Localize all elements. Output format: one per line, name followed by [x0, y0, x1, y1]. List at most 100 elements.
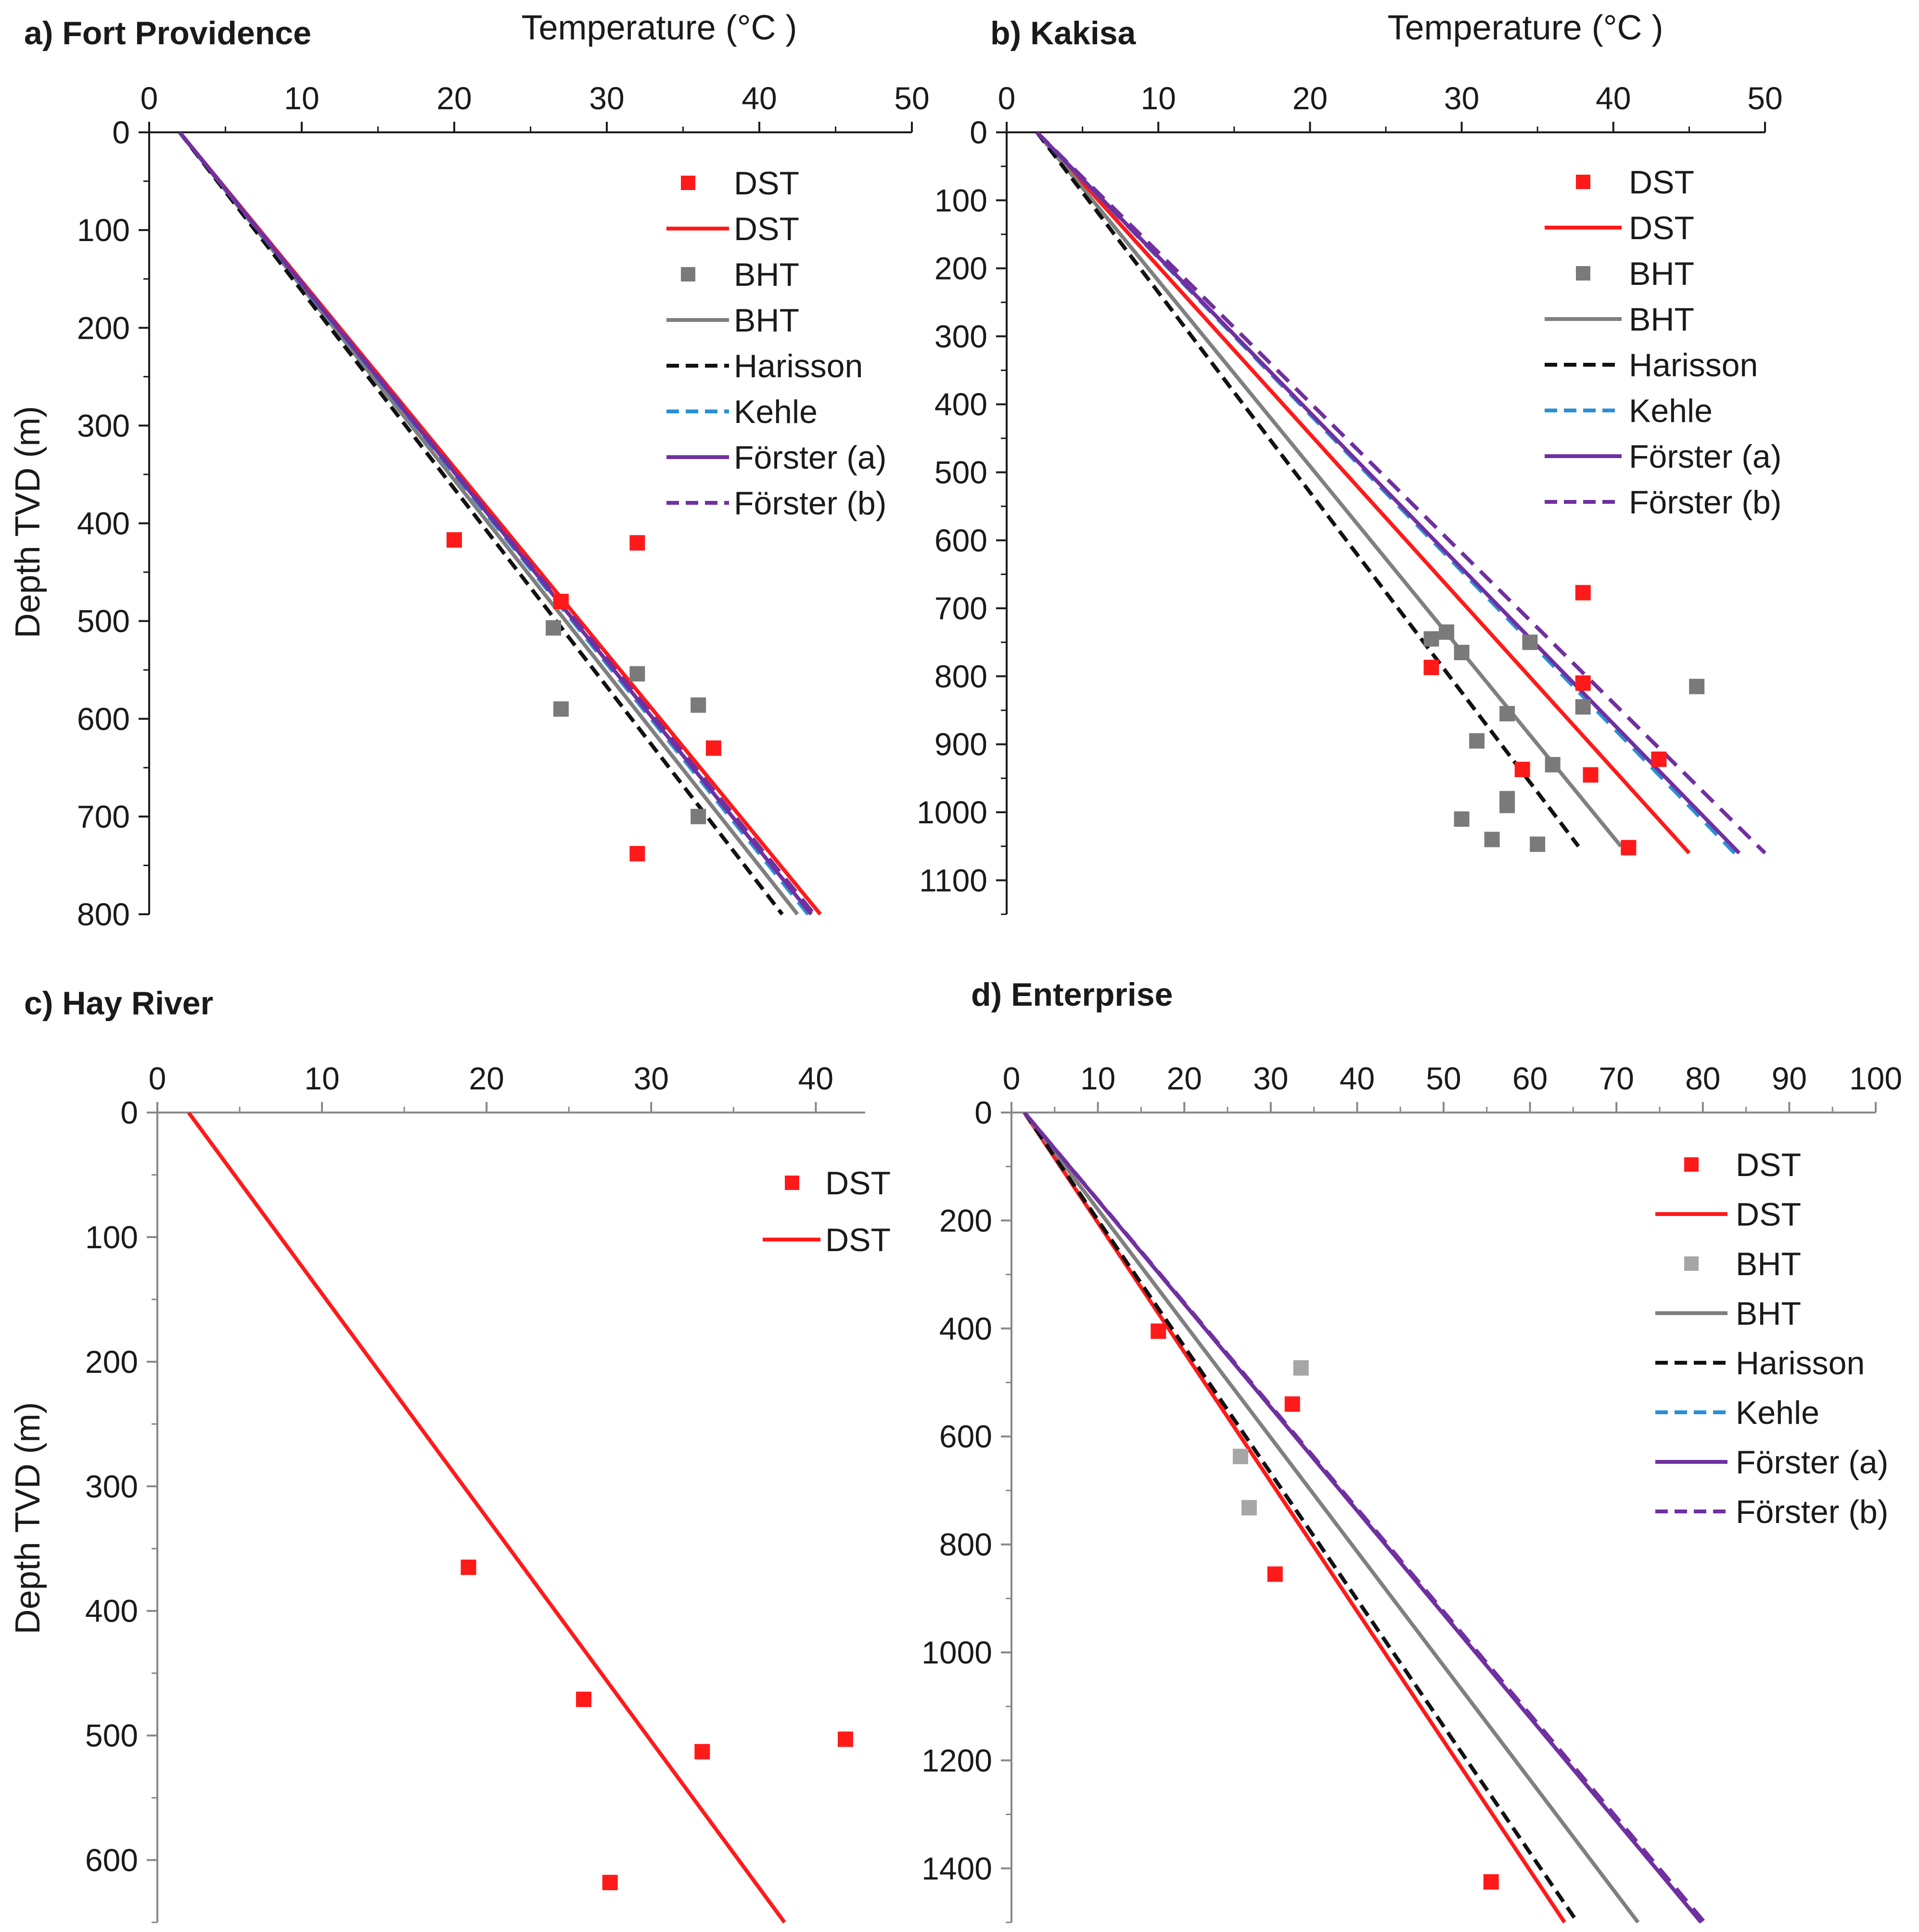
x-tick-label: 70: [1599, 1061, 1634, 1096]
x-tick-label: 20: [1292, 80, 1328, 116]
data-point: [694, 1744, 710, 1760]
x-tick-label: 40: [798, 1061, 833, 1096]
x-tick-label: 10: [284, 80, 319, 116]
data-point: [705, 740, 721, 756]
data-point: [1651, 751, 1667, 767]
legend-label: Kehle: [734, 394, 818, 430]
y-tick-label: 400: [77, 506, 130, 541]
x-tick-label: 20: [469, 1061, 504, 1096]
legend-label: BHT: [1629, 256, 1694, 292]
data-point: [576, 1691, 592, 1707]
data-point: [1575, 585, 1591, 601]
legend-label: DST: [1736, 1147, 1801, 1183]
legend-label: DST: [734, 211, 799, 247]
legend: DST DST: [763, 1165, 891, 1258]
data-point: [1583, 767, 1599, 783]
plot-area: [187, 1113, 853, 1924]
plot-area: [1035, 132, 1766, 856]
y-axis-title: Depth TVD (m): [9, 406, 47, 639]
series-line-dst: [1036, 132, 1691, 855]
x-tick-label: 20: [1166, 1061, 1202, 1096]
data-point: [1621, 840, 1637, 856]
series-line-harisson: [1023, 1113, 1579, 1924]
data-point: [691, 808, 706, 824]
x-axis-title: Temperature (°C ): [522, 9, 797, 47]
axes: 0 10 20 30 40 50 60 70 80 90 100020040060080010001…: [921, 1061, 1902, 1923]
y-tick-label: 400: [934, 386, 987, 422]
series-line-harisson: [178, 132, 784, 916]
legend-label: BHT: [1629, 301, 1694, 338]
y-tick-label: 100: [934, 182, 987, 218]
x-tick-label: 0: [141, 80, 158, 116]
data-point: [1545, 757, 1561, 773]
x-tick-label: 30: [1253, 1061, 1288, 1096]
y-tick-label: 200: [77, 310, 130, 345]
x-tick-label: 0: [149, 1061, 166, 1096]
data-point: [1514, 762, 1530, 778]
y-axis-title: Depth TVD (m): [9, 1402, 47, 1635]
legend-label: Förster (a): [1736, 1444, 1888, 1481]
data-point: [1423, 631, 1439, 647]
legend-label: DST: [1629, 210, 1694, 246]
data-point: [1267, 1566, 1283, 1582]
data-point: [629, 535, 645, 551]
y-tick-label: 0: [970, 115, 987, 150]
y-tick-label: 200: [85, 1344, 138, 1380]
x-tick-label: 10: [1080, 1061, 1115, 1096]
y-tick-label: 300: [77, 408, 130, 443]
y-tick-label: 700: [77, 799, 130, 834]
y-tick-label: 1000: [917, 794, 987, 830]
legend-label: BHT: [734, 302, 799, 339]
data-point: [1241, 1500, 1257, 1516]
x-tick-label: 10: [304, 1061, 339, 1096]
x-tick-label: 20: [436, 80, 472, 116]
legend-label: Kehle: [1629, 393, 1713, 429]
plot-area: [1023, 1113, 1706, 1924]
legend-label: DST: [825, 1222, 891, 1258]
x-tick-label: 40: [742, 80, 777, 116]
data-point: [1522, 634, 1538, 650]
x-tick-label: 60: [1512, 1061, 1548, 1096]
y-tick-label: 400: [939, 1311, 992, 1346]
series-points-dst: [1151, 1323, 1499, 1890]
x-tick-label: 90: [1772, 1061, 1807, 1096]
data-point: [1423, 660, 1439, 676]
x-tick-label: 100: [1849, 1061, 1902, 1096]
legend-label: DST: [734, 165, 799, 202]
data-point: [1293, 1360, 1309, 1376]
y-tick-label: 500: [85, 1718, 138, 1753]
y-tick-label: 0: [120, 1095, 138, 1130]
legend-marker: [681, 176, 695, 190]
series-points-bht: [546, 620, 706, 824]
legend: DST DST BHT BHT Harisson Kehle Förster (a) Förs…: [1545, 164, 1781, 521]
legend-label: Förster (b): [1629, 484, 1781, 521]
panel-title: b) Kakisa: [990, 15, 1137, 51]
chart-panel-b: b) Kakisa Temperature (°C )0 10 20 30 40 50010…: [917, 9, 1783, 915]
y-tick-label: 100: [85, 1219, 138, 1255]
legend-label: DST: [1736, 1196, 1801, 1233]
data-point: [1483, 1874, 1499, 1890]
axes: 0 10 20 30 40 5001002003004005006007008009001…: [917, 80, 1783, 915]
data-point: [1439, 624, 1455, 640]
panel-title: c) Hay River: [24, 985, 213, 1022]
y-tick-label: 400: [85, 1593, 138, 1629]
legend-label: Förster (b): [1736, 1494, 1888, 1530]
series-points-dst: [1423, 585, 1667, 856]
x-tick-label: 0: [998, 80, 1016, 116]
legend-label: DST: [1629, 164, 1694, 201]
legend-label: Förster (b): [734, 485, 886, 522]
data-point: [1499, 797, 1515, 813]
series-line-f-rster-a-: [1036, 132, 1741, 855]
data-point: [1284, 1396, 1300, 1412]
data-point: [1232, 1448, 1248, 1464]
series-line-f-rster-b-: [1023, 1113, 1706, 1924]
legend-label: BHT: [1736, 1246, 1801, 1282]
y-tick-label: 200: [934, 251, 987, 286]
legend-marker: [681, 267, 695, 281]
y-tick-label: 300: [85, 1469, 138, 1504]
legend-marker: [1576, 266, 1590, 281]
